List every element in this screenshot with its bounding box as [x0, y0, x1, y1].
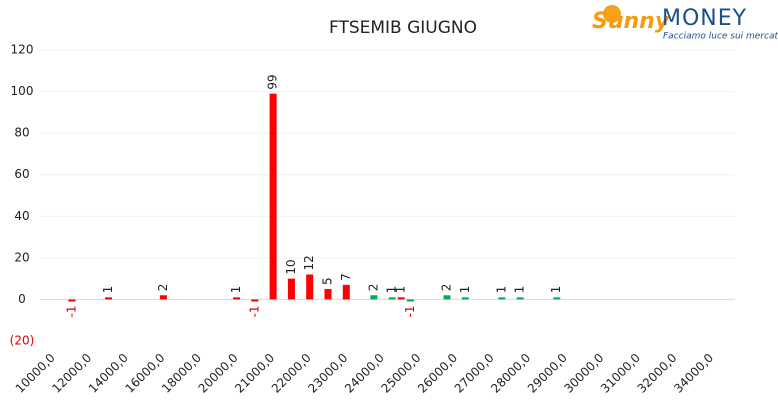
x-tick-label: 23000,0: [305, 351, 350, 396]
bar: [397, 297, 405, 300]
bar: [443, 295, 451, 300]
value-label: 2: [440, 284, 454, 292]
chart-title: FTSEMIB GIUGNO: [329, 18, 477, 38]
value-label: 2: [156, 284, 170, 292]
x-tick-label: 27000,0: [452, 351, 497, 396]
x-tick-label: 34000,0: [671, 351, 716, 396]
value-label: 12: [302, 255, 316, 270]
bar: [159, 295, 167, 300]
y-tick-label: 0: [18, 292, 26, 306]
x-tick-label: 31000,0: [598, 351, 643, 396]
value-label: 1: [549, 286, 563, 294]
x-tick-label: 10000,0: [13, 351, 58, 396]
logo-sun: [603, 5, 621, 23]
bar: [342, 284, 350, 300]
value-label: 1: [394, 286, 408, 294]
value-label: 99: [266, 74, 280, 89]
value-label: 1: [513, 286, 527, 294]
y-tick-label: 20: [14, 250, 29, 264]
x-tick-label: 26000,0: [415, 351, 460, 396]
bar: [461, 297, 469, 300]
value-label: 1: [494, 286, 508, 294]
x-tick-label: 12000,0: [49, 351, 94, 396]
x-tick-label: 22000,0: [269, 351, 314, 396]
bar: [406, 299, 414, 302]
value-label: -1: [247, 306, 261, 318]
bar: [498, 297, 506, 300]
logo-brand: Sunny: [592, 9, 671, 34]
bar: [370, 295, 378, 300]
value-label: 10: [284, 259, 298, 274]
bar: [68, 299, 76, 302]
bar: [233, 297, 241, 300]
x-tick-label: 29000,0: [525, 351, 570, 396]
logo: Sunny MONEY Facciamo luce sui mercati: [592, 5, 778, 42]
bar: [287, 278, 295, 300]
x-tick-label: 24000,0: [342, 351, 387, 396]
value-label: 2: [366, 284, 380, 292]
bar: [251, 299, 259, 302]
bar: [324, 289, 332, 300]
y-tick-label: (20): [10, 334, 35, 348]
x-tick-label: 28000,0: [488, 351, 533, 396]
value-label: 1: [101, 286, 115, 294]
y-tick-label: 60: [14, 167, 29, 181]
bar: [553, 297, 561, 300]
y-tick-label: 40: [14, 209, 29, 223]
logo-tagline: Facciamo luce sui mercati: [663, 32, 778, 42]
x-tick-label: 21000,0: [232, 351, 277, 396]
bar: [105, 297, 113, 300]
value-label: 1: [458, 286, 472, 294]
value-label: -1: [64, 306, 78, 318]
y-tick-label: 80: [14, 126, 29, 140]
bar: [269, 93, 277, 300]
value-label: 5: [320, 277, 334, 285]
value-label: -1: [403, 306, 417, 318]
bar: [306, 274, 314, 300]
value-label: 7: [339, 273, 353, 281]
y-tick-label: 120: [11, 43, 34, 57]
x-tick-label: 20000,0: [196, 351, 241, 396]
bar: [516, 297, 524, 300]
x-tick-label: 16000,0: [122, 351, 167, 396]
bar: [388, 297, 396, 300]
x-tick-label: 25000,0: [379, 351, 424, 396]
y-tick-label: 100: [11, 84, 34, 98]
x-tick-label: 18000,0: [159, 351, 204, 396]
value-label: 1: [385, 286, 399, 294]
logo-brand2: MONEY: [662, 6, 747, 31]
x-tick-label: 32000,0: [635, 351, 680, 396]
x-tick-label: 30000,0: [561, 351, 606, 396]
value-label: 1: [229, 286, 243, 294]
x-tick-label: 14000,0: [86, 351, 131, 396]
